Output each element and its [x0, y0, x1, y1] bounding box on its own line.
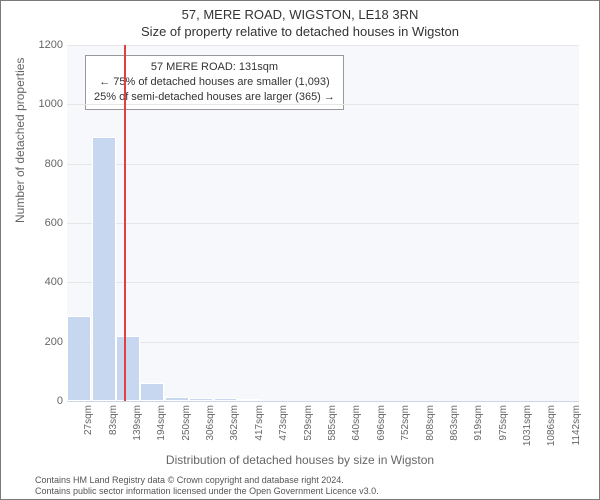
x-tick-label: 863sqm	[449, 405, 460, 451]
y-tick-label: 200	[45, 336, 63, 348]
histogram-bar	[92, 137, 116, 401]
x-tick-label: 975sqm	[498, 405, 509, 451]
x-tick-label: 1031sqm	[522, 405, 533, 451]
callout-line-1: 57 MERE ROAD: 131sqm	[94, 60, 335, 75]
gridline	[67, 282, 579, 283]
footer-line-1: Contains HM Land Registry data © Crown c…	[35, 475, 344, 485]
x-tick-label: 1086sqm	[546, 405, 557, 451]
x-tick-label: 529sqm	[303, 405, 314, 451]
gridline	[67, 342, 579, 343]
chart-subtitle: Size of property relative to detached ho…	[1, 22, 599, 39]
gridline	[67, 104, 579, 105]
footer-line-2: Contains public sector information licen…	[35, 486, 379, 496]
x-tick-label: 194sqm	[156, 405, 167, 451]
gridline	[67, 45, 579, 46]
chart-title: 57, MERE ROAD, WIGSTON, LE18 3RN	[1, 1, 599, 22]
histogram-bar	[165, 397, 189, 401]
property-marker-line	[124, 45, 126, 401]
x-tick-label: 362sqm	[229, 405, 240, 451]
x-axis-label: Distribution of detached houses by size …	[1, 453, 599, 467]
plot-area: 57 MERE ROAD: 131sqm ← 75% of detached h…	[67, 45, 579, 402]
y-tick-label: 800	[45, 158, 63, 170]
x-tick-label: 250sqm	[181, 405, 192, 451]
x-tick-label: 808sqm	[425, 405, 436, 451]
histogram-bar	[140, 383, 164, 401]
x-tick-label: 139sqm	[132, 405, 143, 451]
y-tick-label: 400	[45, 276, 63, 288]
y-tick-label: 600	[45, 217, 63, 229]
callout-line-3: 25% of semi-detached houses are larger (…	[94, 90, 335, 105]
y-tick-label: 1200	[39, 39, 63, 51]
callout-line-2: ← 75% of detached houses are smaller (1,…	[94, 75, 335, 90]
histogram-bar	[189, 398, 213, 401]
x-tick-label: 696sqm	[376, 405, 387, 451]
y-axis-label: Number of detached properties	[13, 58, 27, 223]
y-tick-label: 0	[57, 395, 63, 407]
histogram-bar	[214, 398, 238, 401]
gridline	[67, 164, 579, 165]
x-tick-label: 27sqm	[83, 405, 94, 451]
x-tick-label: 473sqm	[278, 405, 289, 451]
histogram-bar	[116, 336, 140, 401]
histogram-bar	[67, 316, 91, 401]
x-tick-label: 640sqm	[351, 405, 362, 451]
x-tick-label: 919sqm	[473, 405, 484, 451]
x-tick-label: 752sqm	[400, 405, 411, 451]
gridline	[67, 223, 579, 224]
x-tick-label: 1142sqm	[571, 405, 582, 451]
x-tick-label: 306sqm	[205, 405, 216, 451]
x-tick-label: 83sqm	[108, 405, 119, 451]
x-tick-label: 417sqm	[254, 405, 265, 451]
histogram-bar	[238, 399, 262, 401]
chart-container: 57, MERE ROAD, WIGSTON, LE18 3RN Size of…	[0, 0, 600, 500]
y-tick-label: 1000	[39, 98, 63, 110]
x-tick-label: 585sqm	[327, 405, 338, 451]
